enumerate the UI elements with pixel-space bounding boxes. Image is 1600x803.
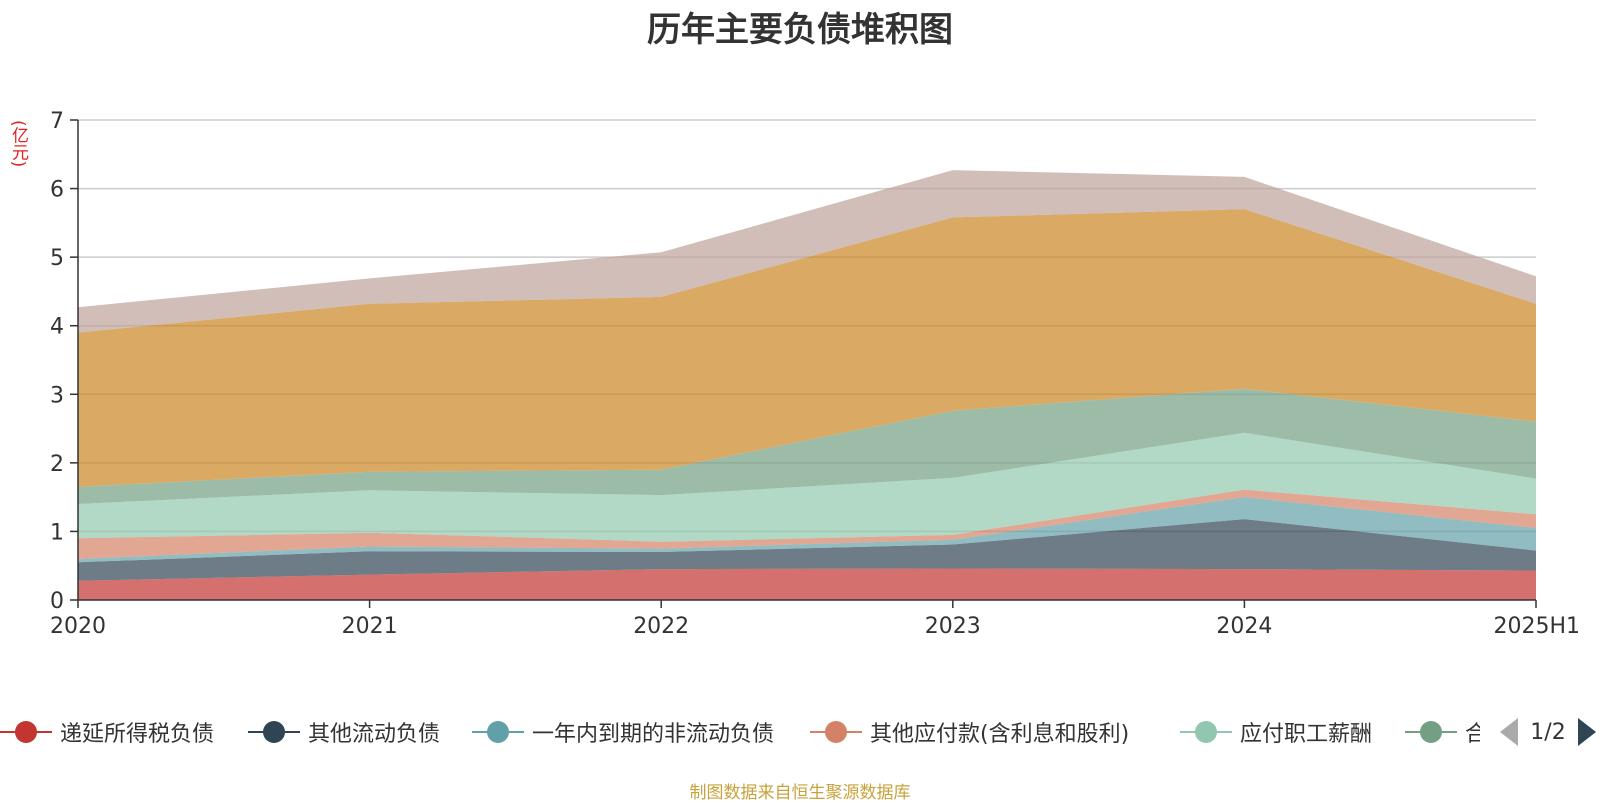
legend-label: 递延所得税负债 [60,722,215,747]
x-tick-label: 2021 [342,614,398,639]
legend-item[interactable]: 递延所得税负债 [0,712,214,752]
x-tick-label: 2022 [633,614,689,639]
legend-label: 其他流动负债 [308,722,441,747]
legend-label: 应付职工薪酬 [1240,722,1373,747]
area-series-其他流动负债[interactable] [78,519,1536,581]
area-series-应付票据[interactable] [78,170,1536,333]
y-tick-label: 4 [50,315,64,340]
axis-layer: 0 1 2 3 4 5 6 7 2020 2021 2022 2023 2024 2025H1 [50,109,1580,639]
x-tick-label: 2023 [925,614,981,639]
y-tick-label: 2 [50,452,64,477]
legend-item[interactable]: 其他应付款(含利息和股利) [810,712,1129,752]
y-tick-label: 3 [50,383,64,408]
legend-marker-icon [0,712,52,752]
area-series-合同负债[interactable] [78,388,1536,504]
legend-marker-icon [472,712,524,752]
legend-next-page-icon[interactable] [1578,718,1596,746]
area-series-一年内到期的非流动负债[interactable] [78,497,1536,563]
y-tick-label: 5 [50,246,64,271]
legend: 递延所得税负债 其他流动负债 一年内到期的非流动负债 其他应付款(含利息和股利) 应付职… [0,712,1480,752]
legend-item[interactable]: 其他流动负债 [248,712,440,752]
y-tick-label: 6 [50,178,64,203]
legend-marker-icon [810,712,862,752]
x-tick-label: 2025H1 [1493,614,1580,639]
area-series-应付职工薪酬[interactable] [78,432,1536,542]
legend-label: 其他应付款(含利息和股利) [870,722,1130,747]
chart-title: 历年主要负债堆积图 [647,10,953,50]
x-tick-label: 2024 [1216,614,1272,639]
y-tick-label: 0 [50,589,64,614]
y-axis-unit-label: (亿元) [8,120,28,168]
legend-page-indicator: 1/2 [1530,719,1566,745]
legend-item[interactable]: 应付职工薪酬 [1180,712,1372,752]
area-series-应付账款[interactable] [78,209,1536,487]
stacked-area-chart: 0 1 2 3 4 5 6 7 2020 2021 2022 2023 2024 2025H1 [50,109,1580,639]
legend-marker-icon [1405,712,1457,752]
legend-marker-icon [248,712,300,752]
legend-label: 一年内到期的非流动负债 [532,722,775,747]
x-tick-label: 2020 [50,614,106,639]
source-note: 制图数据来自恒生聚源数据库 [689,783,911,803]
legend-item[interactable]: 一年内到期的非流动负债 [472,712,774,752]
legend-item[interactable]: 合同负债 [1405,712,1480,752]
legend-marker-icon [1180,712,1232,752]
legend-prev-page-icon[interactable] [1500,718,1518,746]
y-tick-label: 1 [50,520,64,545]
area-series-递延所得税负债[interactable] [78,568,1536,601]
y-tick-label: 7 [50,109,64,134]
area-layer [78,170,1536,600]
area-series-其他应付款(含利息和股利)[interactable] [78,489,1536,559]
legend-pager: 1/2 [1500,712,1600,752]
legend-label: 合同负债 [1465,722,1480,747]
